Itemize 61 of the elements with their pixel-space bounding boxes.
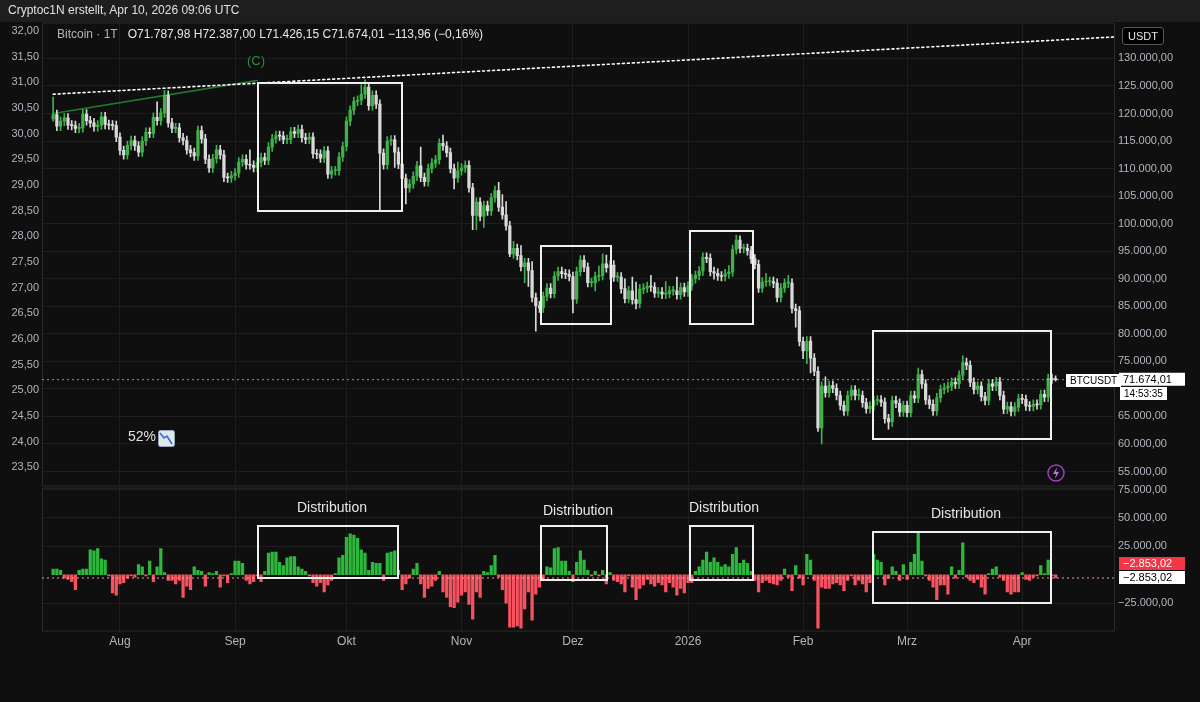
y2-tick-label: 29,50 bbox=[11, 152, 39, 165]
y2-tick-label: 27,50 bbox=[11, 254, 39, 267]
y-tick-label: 55.000,00 bbox=[1118, 464, 1167, 477]
y-tick-label: 100.000,00 bbox=[1118, 216, 1174, 229]
y2-tick-label: 31,00 bbox=[11, 75, 39, 88]
y2-tick-label: 27,00 bbox=[11, 280, 39, 293]
y2-tick-label: 28,50 bbox=[11, 203, 39, 216]
y-tick-label: 60.000,00 bbox=[1118, 437, 1167, 450]
y2-tick-label: 29,00 bbox=[11, 177, 39, 190]
y2-tick-label: 30,00 bbox=[11, 126, 39, 139]
y-tick-label: 65.000,00 bbox=[1118, 409, 1167, 422]
x-tick-label: Feb bbox=[792, 634, 814, 649]
y-tick-label: 110.000,00 bbox=[1118, 161, 1173, 174]
x-tick-label: Nov bbox=[450, 634, 473, 649]
annotation: BTCUSDT bbox=[1066, 374, 1122, 387]
x-tick-label: 2026 bbox=[674, 634, 702, 649]
x-tick-label: Mrz bbox=[897, 634, 918, 649]
ref-line-label: 71.674,01 bbox=[1123, 372, 1172, 385]
y-axis-title: USDT bbox=[1122, 27, 1164, 46]
x-tick-label: Sep bbox=[224, 634, 247, 649]
annotation: Distribution bbox=[297, 499, 368, 516]
y2-tick-label: 32,00 bbox=[11, 23, 39, 36]
y-tick-label: 120.000,00 bbox=[1118, 106, 1174, 119]
y-tick-label: 25.000,00 bbox=[1118, 539, 1167, 552]
y-tick-label: 95.000,00 bbox=[1118, 244, 1167, 257]
y2-tick-label: 30,50 bbox=[11, 100, 39, 113]
y-tick-label: 90.000,00 bbox=[1118, 271, 1167, 284]
y-tick-label: 115.000,00 bbox=[1118, 134, 1173, 147]
annotation: Distribution bbox=[931, 505, 1002, 522]
y2-tick-label: 28,00 bbox=[11, 229, 39, 242]
y2-tick-label: 24,00 bbox=[11, 434, 39, 447]
y2-tick-label: 26,50 bbox=[11, 306, 39, 319]
chart-title: Bitcoin · 1T bbox=[57, 27, 118, 41]
y-tick-label: 75.000,00 bbox=[1118, 354, 1167, 367]
y-tick-label: 85.000,00 bbox=[1118, 299, 1167, 312]
y2-tick-label: 24,50 bbox=[11, 409, 39, 422]
x-tick-label: Okt bbox=[337, 634, 357, 649]
annotation: (C) bbox=[247, 53, 266, 69]
y-tick-label: 80.000,00 bbox=[1118, 326, 1167, 339]
y2-tick-label: 26,00 bbox=[11, 332, 39, 345]
annotation: Distribution bbox=[543, 502, 614, 519]
y-tick-label: 125.000,00 bbox=[1118, 78, 1174, 91]
y-tick-label: 75.000,00 bbox=[1118, 482, 1167, 495]
y-tick-label: −25.000,00 bbox=[1118, 596, 1174, 609]
text: Cryptoc1N erstellt, Apr 10, 2026 09:06 UTC bbox=[8, 3, 240, 18]
chart-subtitle: O71.787,98 H72.387,00 L71.426,15 C71.674,01 −113,96 (−0,16%) bbox=[127, 27, 484, 41]
x-tick-label: Apr bbox=[1012, 634, 1032, 649]
text: 14:53:35 bbox=[1120, 387, 1167, 400]
y-tick-label: 50.000,00 bbox=[1118, 510, 1167, 523]
ref-line-label: −2.853,02 bbox=[1123, 571, 1173, 584]
y-tick-label: 130.000,00 bbox=[1118, 51, 1174, 64]
annotation: Distribution bbox=[689, 499, 760, 516]
y-tick-label: 105.000,00 bbox=[1118, 189, 1174, 202]
x-tick-label: Dez bbox=[562, 634, 584, 649]
x-tick-label: Aug bbox=[109, 634, 131, 649]
y2-tick-label: 25,50 bbox=[11, 357, 39, 370]
annotation: 52% bbox=[128, 428, 157, 445]
y2-tick-label: 31,50 bbox=[11, 49, 39, 62]
ref-line-label: −2.853,02 bbox=[1123, 557, 1173, 570]
y2-tick-label: 23,50 bbox=[11, 460, 39, 473]
y2-tick-label: 25,00 bbox=[11, 383, 39, 396]
